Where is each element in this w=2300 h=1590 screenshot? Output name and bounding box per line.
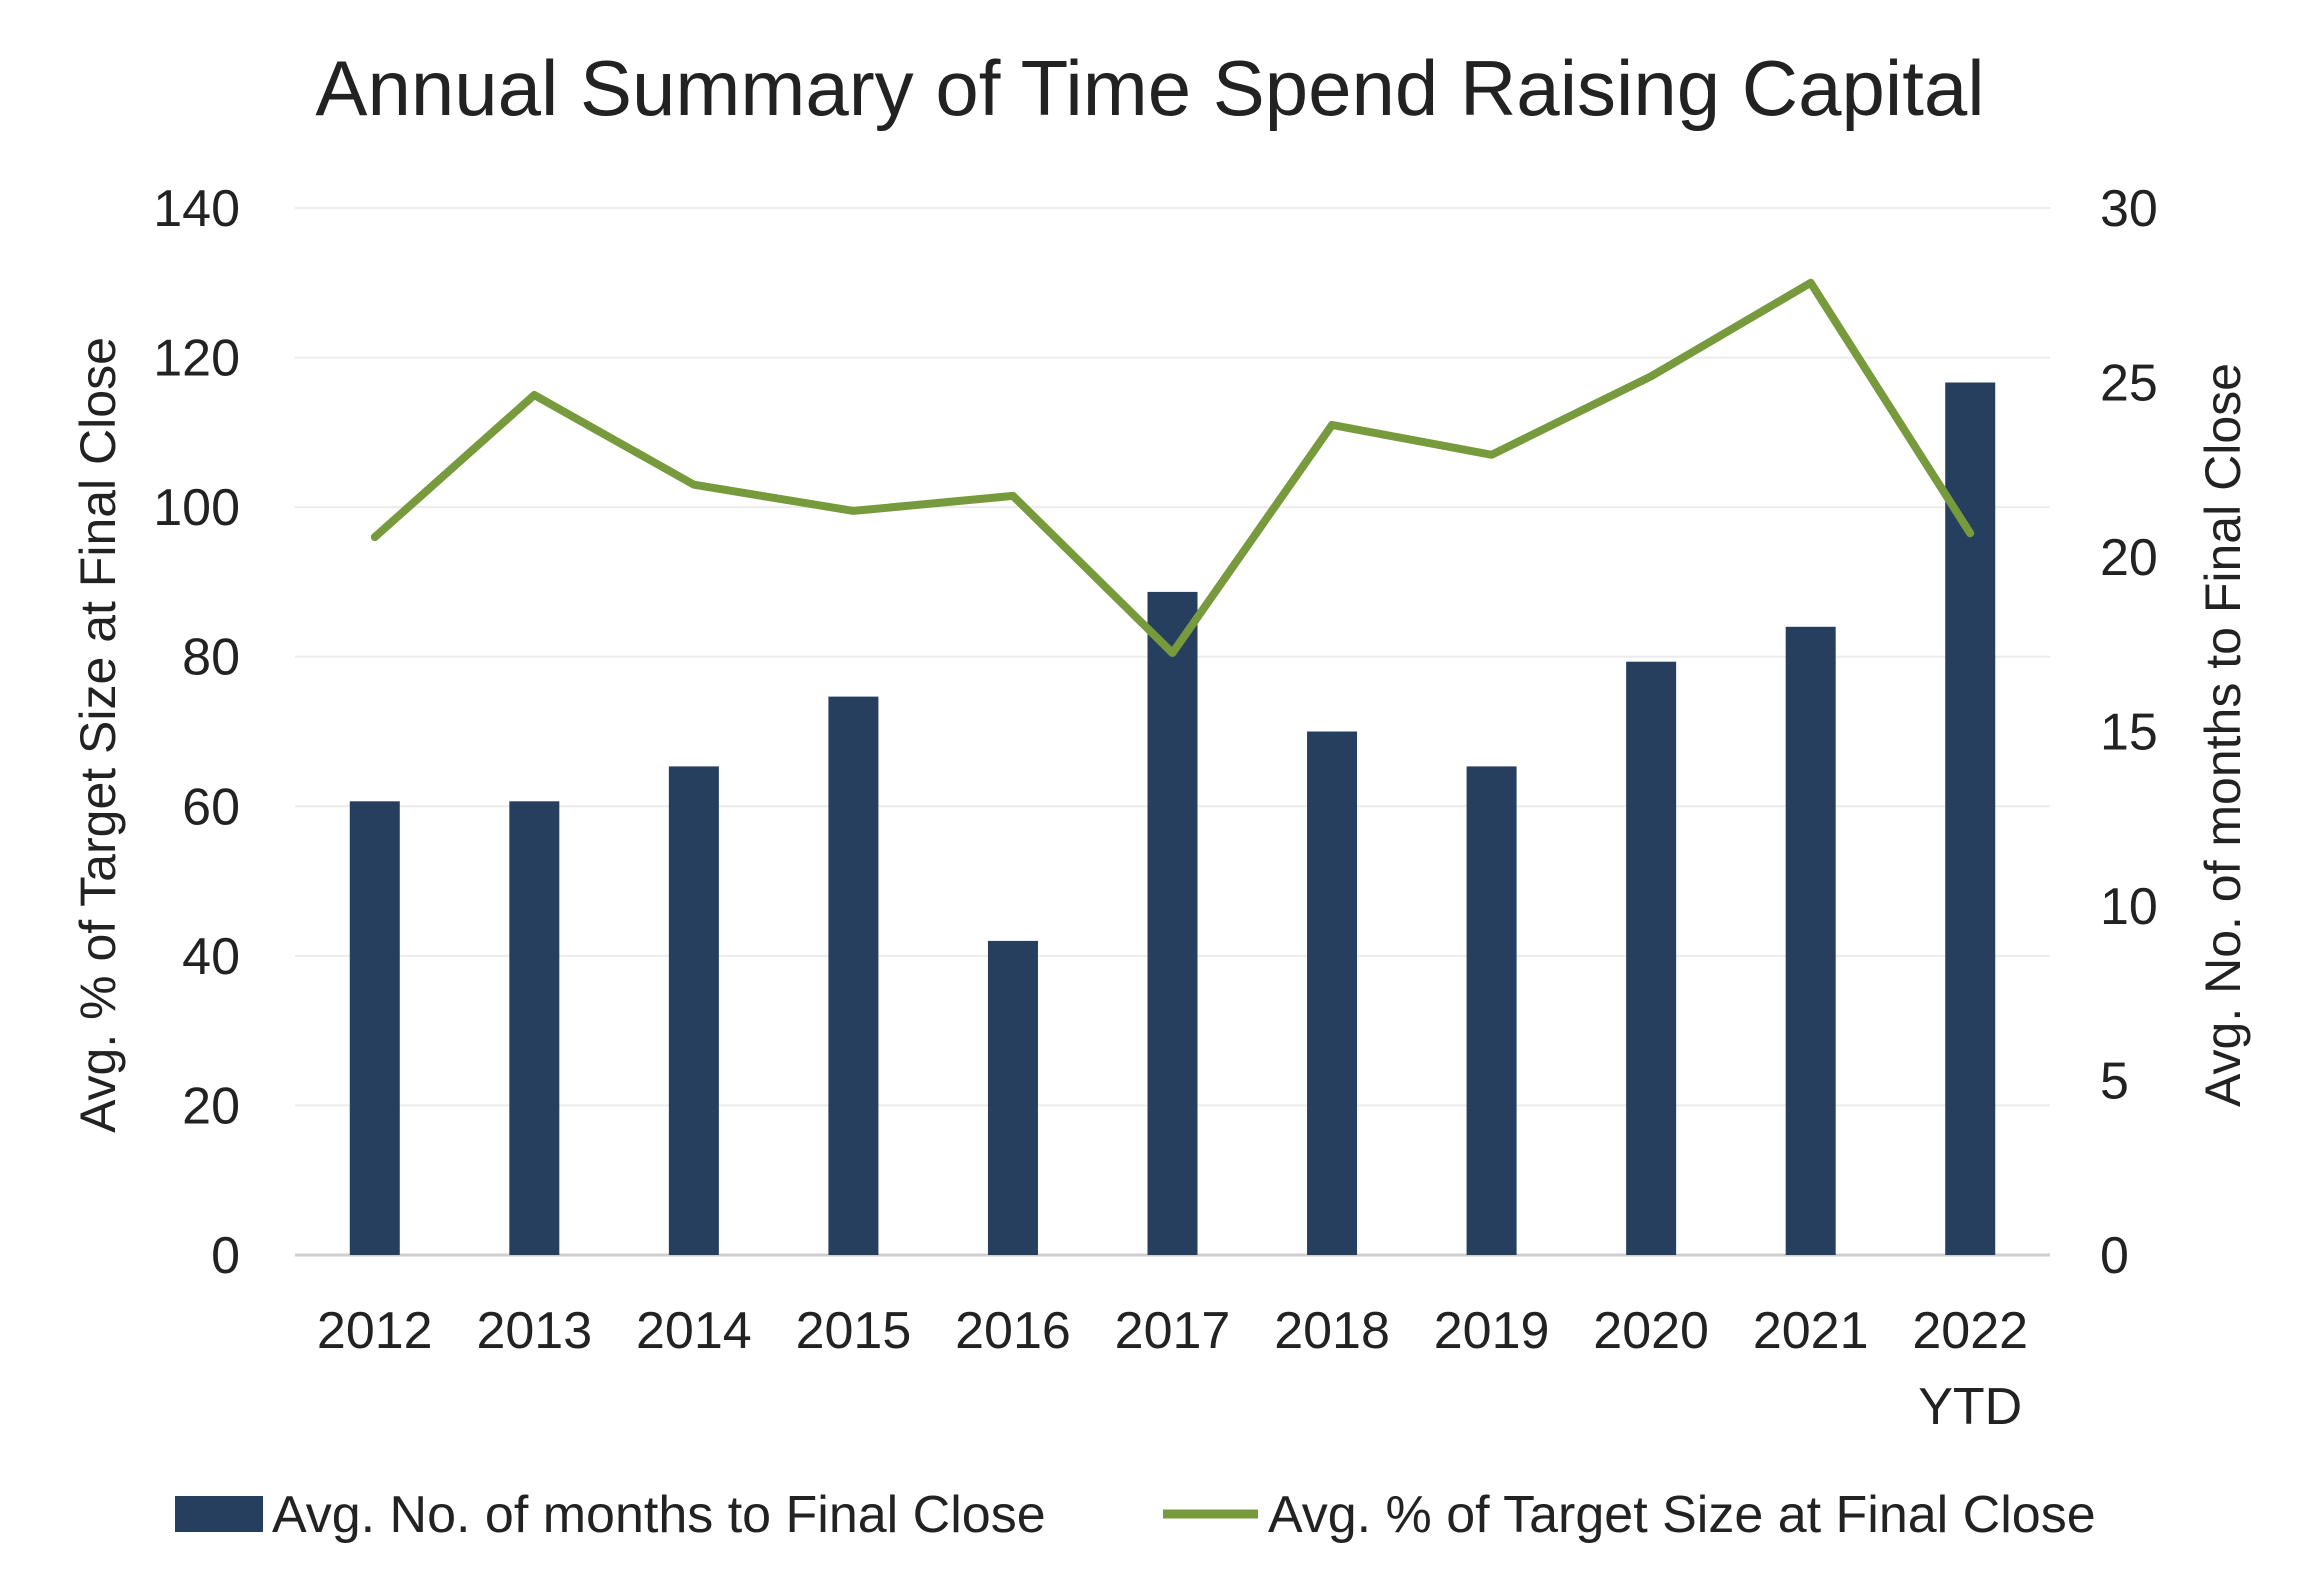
bar xyxy=(1466,766,1517,1255)
right-tick-label: 15 xyxy=(2100,704,2158,762)
x-axis-ticks: 2012 2013 2014 2015 2016 2017 2018 2019 2020 2021… xyxy=(317,1302,2028,1436)
bar-series xyxy=(349,382,1996,1255)
x-tick-label: 2015 xyxy=(796,1302,912,1360)
left-tick-label: 120 xyxy=(153,330,240,388)
right-tick-label: 10 xyxy=(2100,878,2158,936)
bar xyxy=(828,696,879,1255)
right-tick-label: 25 xyxy=(2100,355,2158,413)
x-tick-label: 2020 xyxy=(1593,1302,1709,1360)
x-tick-label: 2017 xyxy=(1115,1302,1231,1360)
bar xyxy=(1626,661,1677,1255)
chart-title: Annual Summary of Time Spend Raising Cap… xyxy=(315,44,1984,132)
left-tick-label: 0 xyxy=(211,1227,240,1285)
bar xyxy=(1307,731,1358,1255)
left-tick-label: 80 xyxy=(182,629,240,687)
bar xyxy=(1785,626,1836,1255)
right-tick-label: 5 xyxy=(2100,1053,2129,1111)
right-tick-label: 20 xyxy=(2100,529,2158,587)
x-tick-label: 2012 xyxy=(317,1302,433,1360)
legend: Avg. No. of months to Final Close Avg. %… xyxy=(175,1486,2096,1544)
bar xyxy=(668,766,719,1255)
x-tick-label: 2021 xyxy=(1753,1302,1869,1360)
legend-swatch-bar xyxy=(175,1496,263,1532)
left-tick-label: 140 xyxy=(153,180,240,238)
x-tick-label: 2022 YTD xyxy=(1912,1302,2028,1436)
left-tick-label: 60 xyxy=(182,778,240,836)
line-series xyxy=(370,278,1975,657)
x-tick-label: 2013 xyxy=(476,1302,592,1360)
right-axis-title: Avg. No. of months to Final Close xyxy=(2195,363,2251,1107)
x-tick-label: 2019 xyxy=(1434,1302,1550,1360)
x-tick-label: 2014 xyxy=(636,1302,752,1360)
bar xyxy=(1147,591,1198,1255)
left-tick-label: 100 xyxy=(153,479,240,537)
legend-label-bar: Avg. No. of months to Final Close xyxy=(272,1486,1046,1544)
right-axis-ticks: 0 5 10 15 20 25 30 xyxy=(2100,180,2158,1285)
right-tick-label: 30 xyxy=(2100,180,2158,238)
right-tick-label: 0 xyxy=(2100,1227,2129,1285)
legend-label-line: Avg. % of Target Size at Final Close xyxy=(1268,1486,2096,1544)
left-axis-ticks: 0 20 40 60 80 100 120 140 xyxy=(153,180,240,1285)
left-axis-title: Avg. % of Target Size at Final Close xyxy=(70,337,126,1133)
bar xyxy=(1945,382,1996,1255)
left-tick-label: 40 xyxy=(182,928,240,986)
bar xyxy=(987,940,1038,1255)
bar xyxy=(509,801,560,1255)
left-tick-label: 20 xyxy=(182,1077,240,1135)
x-tick-label: 2018 xyxy=(1274,1302,1390,1360)
bar xyxy=(349,801,400,1255)
x-tick-label: 2016 xyxy=(955,1302,1071,1360)
